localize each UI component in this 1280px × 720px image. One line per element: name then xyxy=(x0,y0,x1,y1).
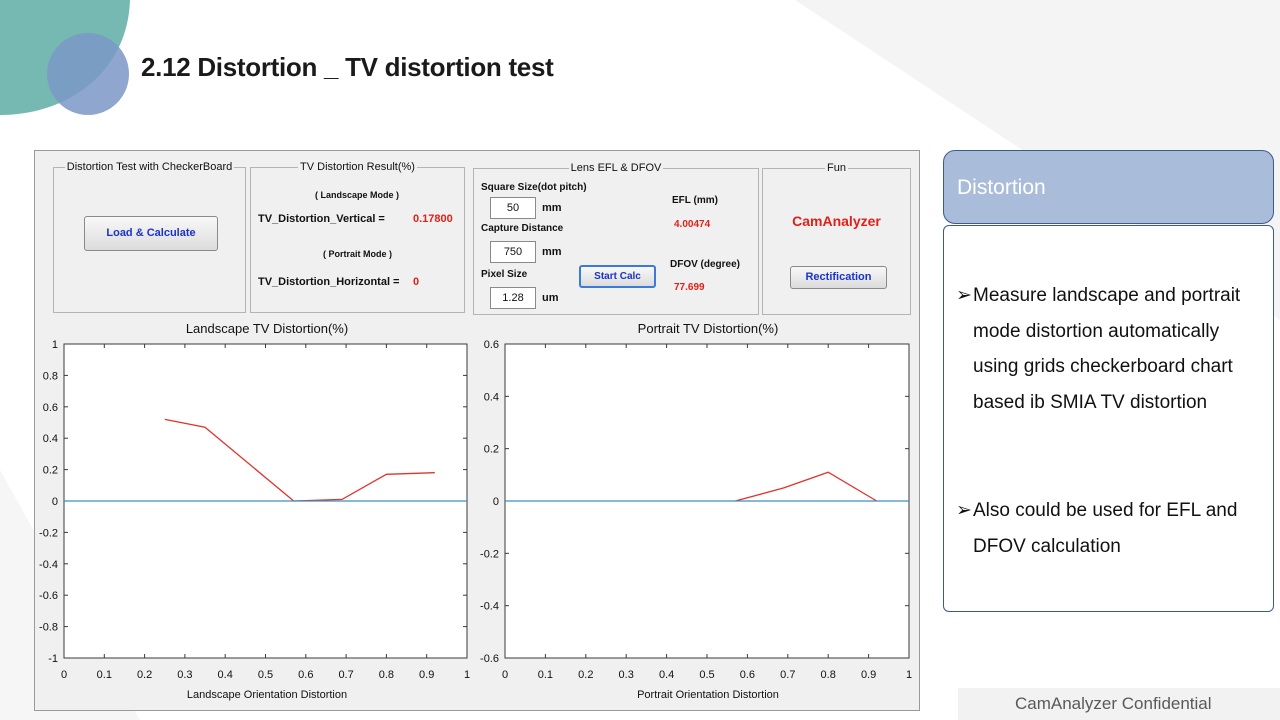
portrait-y-tick-label: 0.6 xyxy=(484,339,499,351)
landscape-x-tick-label: 0 xyxy=(61,669,67,681)
landscape-series-line-1 xyxy=(164,418,435,502)
fun-panel: Fun CamAnalyzer Rectification xyxy=(762,162,911,315)
sidebar-heading-box: Distortion xyxy=(943,150,1274,224)
landscape-y-tick-label: 0.8 xyxy=(43,370,58,382)
landscape-x-tick-label: 0.5 xyxy=(258,669,273,681)
portrait-x-tick-label: 0.4 xyxy=(659,669,674,681)
landscape-x-tick-label: 0.4 xyxy=(218,669,233,681)
footer: CamAnalyzer Confidential xyxy=(958,688,1280,720)
tv-distortion-result-panel: TV Distortion Result(%) ( Landscape Mode… xyxy=(250,161,465,313)
portrait-y-tick-label: -0.6 xyxy=(480,653,499,665)
landscape-y-tick-label: 1 xyxy=(52,339,58,351)
portrait-x-tick-label: 0.8 xyxy=(821,669,836,681)
landscape-y-tick-label: 0 xyxy=(52,496,58,508)
dfov-label: DFOV (degree) xyxy=(670,259,741,270)
horizontal-distortion-value: 0 xyxy=(413,276,420,288)
portrait-x-tick-label: 0.2 xyxy=(578,669,593,681)
landscape-y-tick-label: 0.4 xyxy=(43,433,58,445)
pixel-size-unit: um xyxy=(542,292,559,304)
efl-panel-title: Lens EFL & DFOV xyxy=(568,162,664,174)
fun-panel-title: Fun xyxy=(825,162,848,174)
landscape-mode-label: ( Landscape Mode ) xyxy=(315,190,400,200)
capture-distance-unit: mm xyxy=(542,246,562,258)
portrait-x-tick-label: 0.6 xyxy=(740,669,755,681)
landscape-x-tick-label: 0.2 xyxy=(137,669,152,681)
landscape-y-tick-label: -0.8 xyxy=(39,622,58,634)
landscape-x-tick-label: 0.1 xyxy=(97,669,112,681)
portrait-plot-title: Portrait TV Distortion(%) xyxy=(637,321,779,336)
landscape-x-tick-label: 0.8 xyxy=(379,669,394,681)
footer-text: CamAnalyzer Confidential xyxy=(1015,694,1212,713)
landscape-x-tick-label: 0.3 xyxy=(177,669,192,681)
vertical-distortion-value: 0.17800 xyxy=(413,213,453,225)
portrait-x-tick-label: 0 xyxy=(502,669,508,681)
landscape-y-tick-label: 0.2 xyxy=(43,465,58,477)
portrait-x-tick-label: 0.7 xyxy=(780,669,795,681)
lens-efl-dfov-panel: Lens EFL & DFOV Square Size(dot pitch) 5… xyxy=(473,162,759,315)
landscape-x-tick-label: 1 xyxy=(464,669,470,681)
pixel-size-input[interactable]: 1.28 xyxy=(490,287,536,309)
capture-distance-input[interactable]: 750 xyxy=(490,241,536,263)
load-calculate-button[interactable]: Load & Calculate xyxy=(84,216,218,251)
rectification-button[interactable]: Rectification xyxy=(790,266,887,289)
dfov-value: 77.699 xyxy=(674,282,705,293)
landscape-y-tick-label: -0.4 xyxy=(39,559,58,571)
vertical-distortion-label: TV_Distortion_Vertical = xyxy=(258,213,385,225)
camanalyzer-brand: CamAnalyzer xyxy=(792,213,881,229)
sidebar-body xyxy=(943,225,1274,612)
portrait-x-axis-label: Portrait Orientation Distortion xyxy=(637,689,779,701)
portrait-x-tick-label: 1 xyxy=(906,669,912,681)
arrow-bullet-icon: ➢ xyxy=(956,285,972,306)
slide-title: 2.12 Distortion _ TV distortion test xyxy=(141,52,554,82)
portrait-y-tick-label: 0.2 xyxy=(484,444,499,456)
checkerboard-panel: Distortion Test with CheckerBoard Load &… xyxy=(53,161,246,313)
sidebar-heading: Distortion xyxy=(957,176,1046,199)
efl-value: 4.00474 xyxy=(674,219,711,230)
checkerboard-panel-title: Distortion Test with CheckerBoard xyxy=(64,161,235,173)
start-calc-button[interactable]: Start Calc xyxy=(579,265,656,288)
pixel-size-label: Pixel Size xyxy=(481,269,528,280)
square-size-unit: mm xyxy=(542,202,562,214)
landscape-x-tick-label: 0.7 xyxy=(338,669,353,681)
efl-label: EFL (mm) xyxy=(672,195,718,206)
arrow-bullet-icon: ➢ xyxy=(956,500,972,521)
landscape-y-tick-label: -0.6 xyxy=(39,590,58,602)
landscape-x-axis-label: Landscape Orientation Distortion xyxy=(186,689,348,701)
bullet-text-2: Also could be used for EFL and DFOV calc… xyxy=(973,500,1238,557)
square-size-label: Square Size(dot pitch) xyxy=(481,182,587,193)
portrait-x-tick-label: 0.9 xyxy=(861,669,876,681)
bullet-text-1: Measure landscape and portrait mode dist… xyxy=(973,285,1241,413)
square-size-input[interactable]: 50 xyxy=(490,197,536,219)
portrait-x-tick-label: 0.5 xyxy=(699,669,714,681)
portrait-y-tick-label: 0.4 xyxy=(484,391,499,403)
landscape-y-tick-label: 0.6 xyxy=(43,402,58,414)
portrait-y-tick-label: -0.2 xyxy=(480,548,499,560)
portrait-x-tick-label: 0.3 xyxy=(619,669,634,681)
portrait-y-tick-label: 0 xyxy=(493,496,499,508)
portrait-series-line-1 xyxy=(735,471,878,502)
landscape-y-tick-label: -0.2 xyxy=(39,527,58,539)
result-panel-title: TV Distortion Result(%) xyxy=(298,161,417,173)
landscape-y-tick-label: -1 xyxy=(48,653,58,665)
portrait-y-tick-label: -0.4 xyxy=(480,601,499,613)
portrait-mode-label: ( Portrait Mode ) xyxy=(323,249,392,259)
landscape-x-tick-label: 0.9 xyxy=(419,669,434,681)
landscape-x-tick-label: 0.6 xyxy=(298,669,313,681)
horizontal-distortion-label: TV_Distortion_Horizontal = xyxy=(258,276,400,288)
capture-distance-label: Capture Distance xyxy=(481,223,564,234)
portrait-x-tick-label: 0.1 xyxy=(538,669,553,681)
landscape-plot-title: Landscape TV Distortion(%) xyxy=(185,321,349,336)
